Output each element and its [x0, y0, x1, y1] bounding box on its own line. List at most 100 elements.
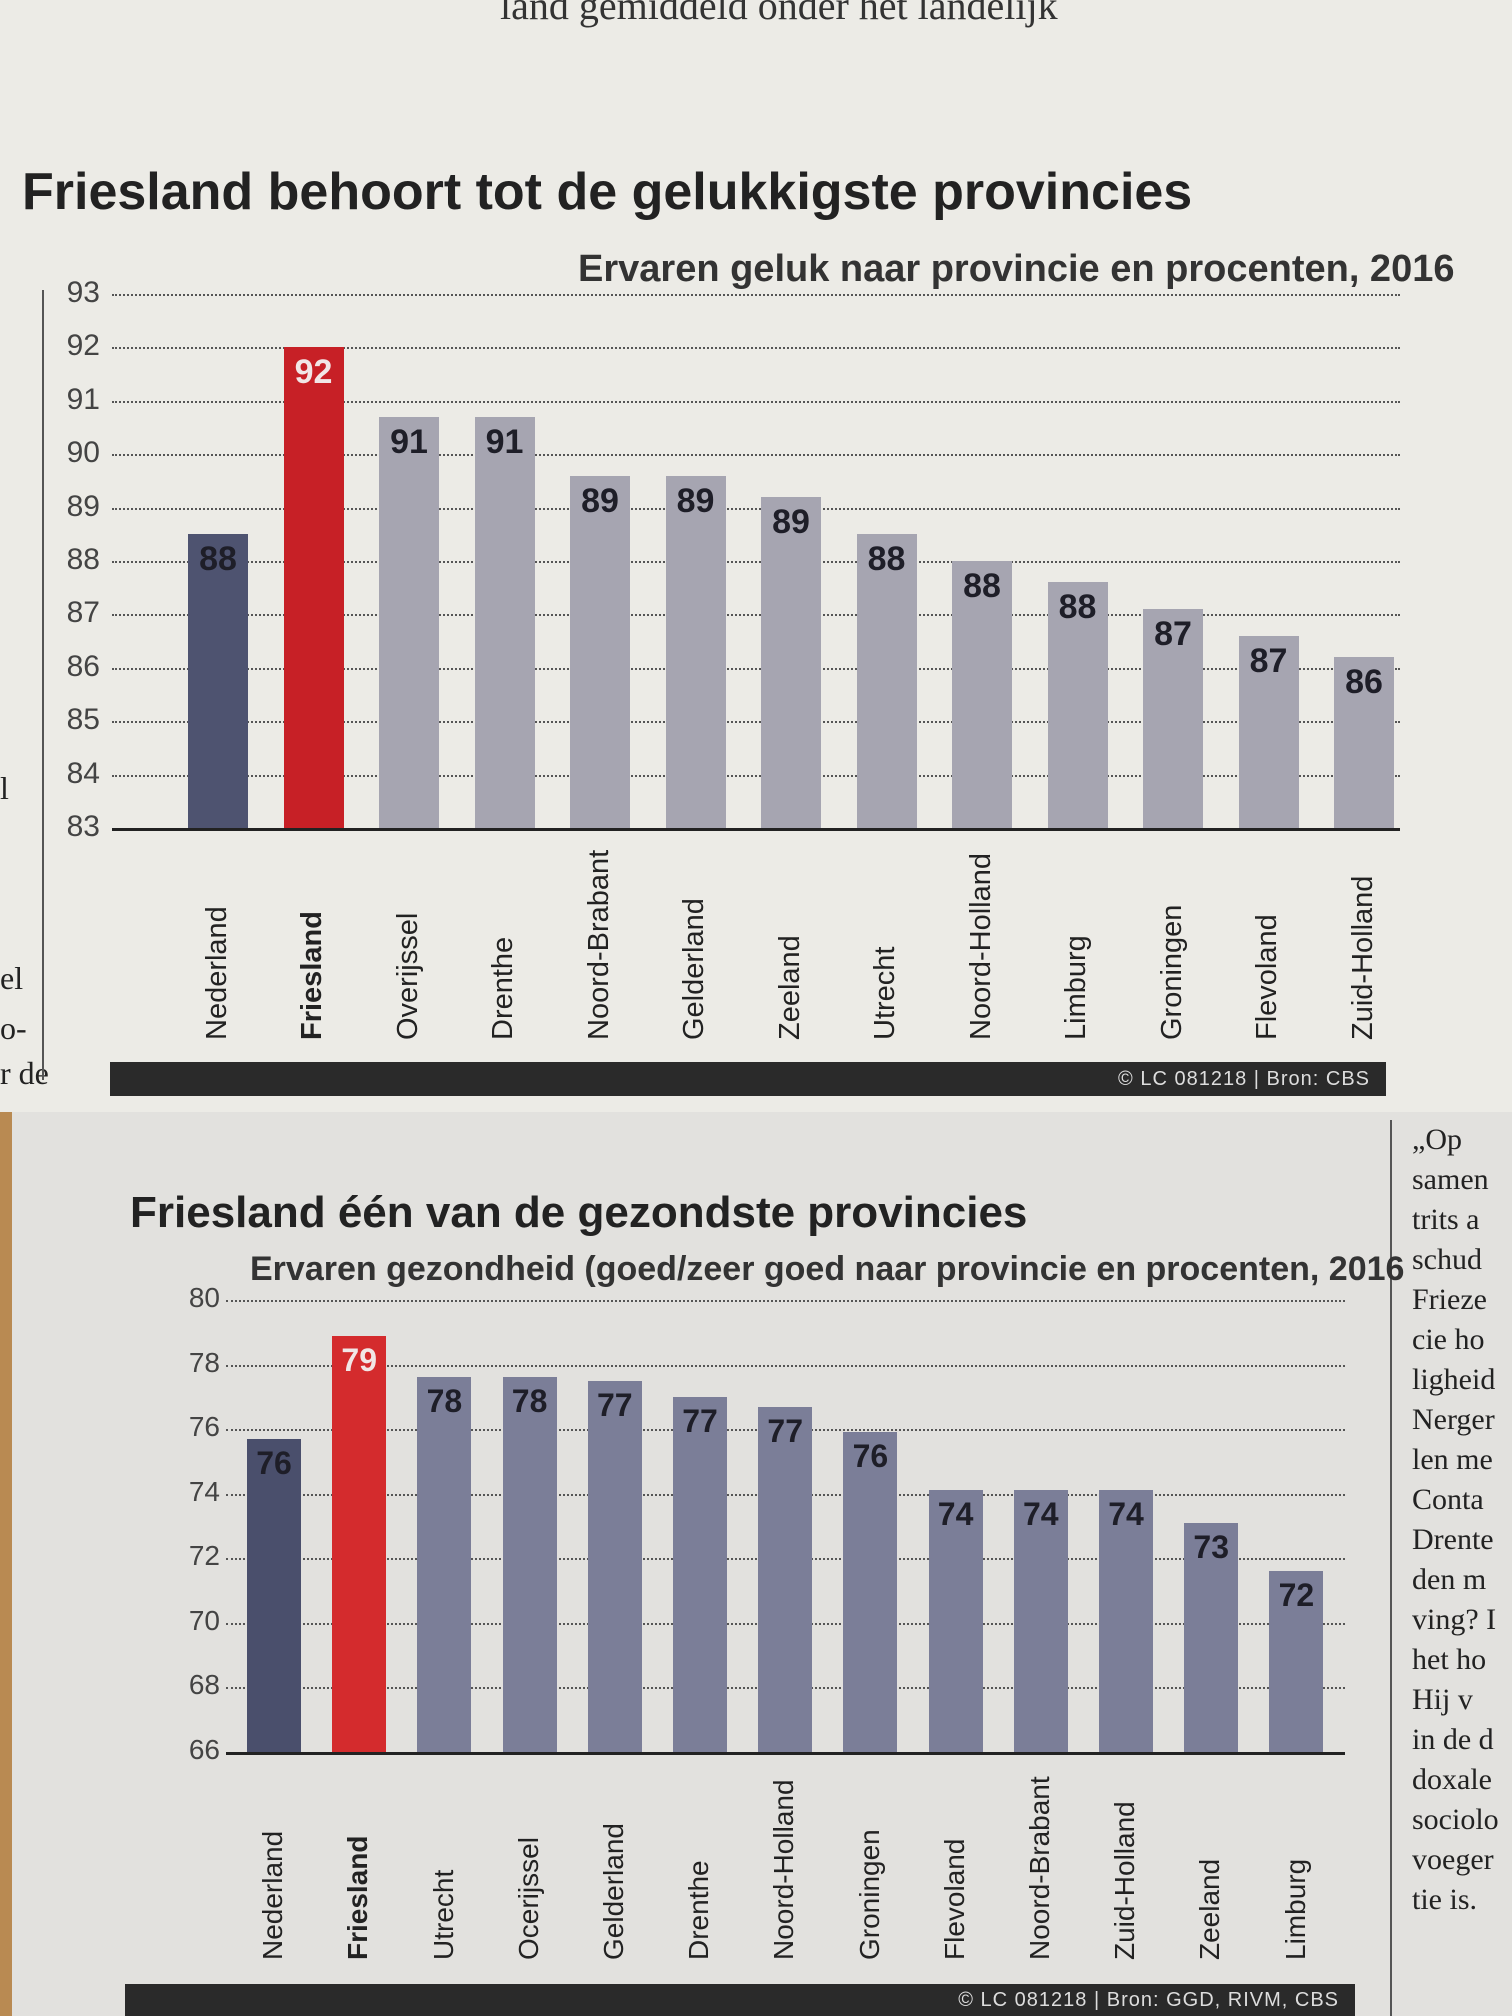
y-tick-label: 92 [66, 329, 100, 363]
bar [283, 347, 344, 828]
bar [570, 475, 630, 828]
x-tick-label: Limburg [1279, 1858, 1311, 1960]
data-label: 88 [199, 540, 237, 579]
article-line: ligheid [1412, 1363, 1496, 1396]
article-line: schud [1412, 1243, 1482, 1276]
column-rule [1390, 1120, 1392, 2016]
y-tick-label: 93 [66, 276, 100, 309]
bar [665, 475, 726, 828]
bar [856, 534, 917, 828]
article-line: ving? I [1412, 1603, 1497, 1636]
chart-1-title: Friesland behoort tot de gelukkigste pro… [22, 163, 1193, 221]
gridline [112, 721, 1400, 724]
x-tick-label: Limburg [1060, 935, 1093, 1040]
bar [952, 561, 1012, 828]
y-tick-label: 76 [188, 1411, 220, 1443]
x-tick-label: Zeeland [773, 935, 806, 1040]
article-line: Conta [1412, 1483, 1484, 1516]
data-label: 72 [1278, 1577, 1315, 1614]
right-article-column: „Op samen trits a schud Frieze cie ho ligheid N… [1412, 1120, 1512, 1920]
bar [843, 1432, 898, 1752]
bar [1047, 582, 1108, 828]
article-line: „Op [1412, 1123, 1462, 1156]
bar [247, 1438, 301, 1752]
bar [1143, 609, 1203, 828]
x-tick-label: Gelderland [678, 898, 711, 1040]
bar [587, 1380, 642, 1752]
x-tick-label: Zeeland [1194, 1858, 1226, 1960]
x-tick-label: Groningen [1155, 904, 1188, 1040]
article-line: Nerger [1412, 1403, 1495, 1436]
x-tick-label: Groningen [853, 1829, 885, 1960]
x-tick-label: Nederland [257, 1830, 289, 1960]
data-label: 77 [682, 1402, 718, 1439]
chart-1-footer: © LC 081218 | Bron: CBS [110, 1062, 1386, 1096]
bar [1013, 1490, 1068, 1752]
bar [1238, 635, 1299, 828]
bar [502, 1377, 557, 1752]
x-tick-label: Drenthe [487, 936, 520, 1040]
data-label: 74 [1023, 1496, 1059, 1533]
article-line: cie ho [1412, 1323, 1485, 1356]
data-label: 77 [767, 1412, 803, 1449]
data-label: 91 [390, 422, 428, 461]
bar [188, 534, 248, 828]
y-tick-label: 74 [188, 1475, 220, 1507]
article-line: den m [1412, 1563, 1487, 1596]
data-label: 88 [963, 567, 1001, 605]
y-tick-label: 68 [188, 1669, 220, 1701]
left-column-fragment: l [0, 770, 9, 806]
x-tick-label: Zuid-Holland [1346, 875, 1379, 1040]
x-tick-label: Drenthe [683, 1860, 715, 1960]
gridline [112, 400, 1400, 403]
x-tick-label: Noord-Holland [768, 1779, 800, 1960]
top-newspaper-page [0, 0, 1512, 1112]
x-tick-label: Utrecht [869, 946, 902, 1040]
x-tick-label: Overijssel [391, 912, 424, 1040]
bar [758, 1406, 813, 1752]
bar [761, 496, 821, 828]
data-label: 87 [1249, 641, 1288, 680]
x-tick-label: Flevoland [1251, 914, 1284, 1040]
left-column-fragment: r de [0, 1055, 49, 1091]
x-tick-label: Noord-Brabant [1024, 1776, 1055, 1960]
gridline [112, 667, 1400, 670]
y-tick-label: 89 [66, 489, 100, 523]
bar [673, 1396, 727, 1752]
gridline [112, 561, 1400, 563]
data-label: 91 [485, 422, 524, 461]
data-label: 73 [1193, 1528, 1229, 1565]
gridline [112, 507, 1400, 510]
x-tick-label: Noord-Holland [964, 853, 997, 1040]
x-tick-label: Friesland [342, 1835, 374, 1960]
x-tick-label: Nederland [200, 906, 233, 1040]
gridline [112, 294, 1400, 296]
bar [332, 1335, 387, 1752]
article-line: sociolo [1412, 1803, 1499, 1836]
data-label: 89 [772, 502, 810, 541]
y-tick-label: 78 [188, 1346, 220, 1378]
bar [417, 1377, 472, 1752]
bar [1269, 1571, 1324, 1752]
bar [474, 416, 535, 828]
article-top-snippet: land gemiddeld onder het landelijk [500, 0, 1058, 28]
data-label: 89 [676, 481, 715, 520]
article-line: doxale [1412, 1763, 1492, 1796]
gridline [226, 1364, 1345, 1367]
gridline [112, 614, 1400, 617]
y-tick-label: 86 [66, 649, 100, 683]
left-column-fragment: o- [0, 1010, 27, 1046]
x-tick-label: Ocerijssel [512, 1837, 544, 1960]
y-tick-label: 83 [66, 810, 100, 843]
data-label: 78 [511, 1383, 548, 1420]
x-tick-label: Friesland [296, 911, 329, 1040]
article-line: tie is. [1412, 1883, 1477, 1916]
x-axis-baseline [226, 1752, 1345, 1755]
article-line: voeger [1412, 1843, 1494, 1876]
data-label: 78 [426, 1383, 463, 1420]
article-line: in de d [1412, 1723, 1494, 1756]
data-label: 89 [581, 481, 619, 520]
data-label: 92 [294, 353, 333, 392]
gridline [112, 347, 1400, 350]
bar [1334, 657, 1394, 828]
